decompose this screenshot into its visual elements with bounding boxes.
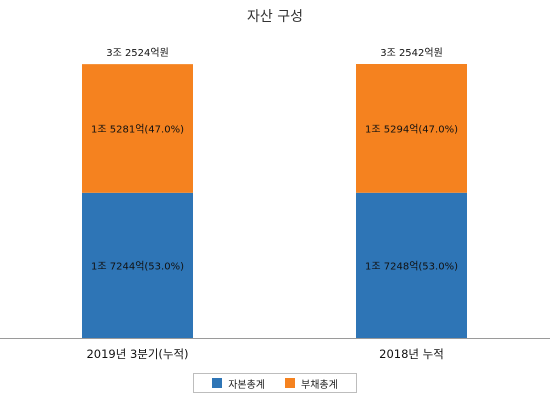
legend-item-liabilities[interactable]: 부채총계: [285, 376, 338, 391]
x-axis-tick-label: 2019년 3분기(누적): [86, 347, 188, 361]
bar-value-label: 1조 5281억(47.0%): [91, 123, 184, 135]
bar-value-label: 1조 7248억(53.0%): [365, 260, 458, 272]
legend-label-liabilities: 부채총계: [301, 379, 338, 391]
bar-segment-equity-0[interactable]: [82, 192, 193, 338]
bar-segment-liabilities-0[interactable]: [82, 64, 193, 193]
bar-segment-liabilities-1[interactable]: [356, 64, 467, 193]
chart-title: 자산 구성: [247, 9, 303, 25]
bar-segment-equity-1[interactable]: [356, 192, 467, 338]
legend-swatch-equity: [212, 378, 223, 388]
bar-value-label: 1조 5294억(47.0%): [365, 123, 458, 135]
bar-value-label: 1조 7244억(53.0%): [91, 260, 184, 272]
bar-total-label: 3조 2542억원: [380, 47, 443, 59]
legend-label-equity: 자본총계: [228, 379, 265, 391]
bar-total-label: 3조 2524억원: [106, 47, 169, 59]
legend-swatch-liabilities: [285, 378, 295, 388]
legend-item-equity[interactable]: 자본총계: [212, 376, 265, 391]
x-axis-tick-label: 2018년 누적: [379, 347, 444, 361]
legend: 자본총계 부채총계: [193, 373, 357, 393]
